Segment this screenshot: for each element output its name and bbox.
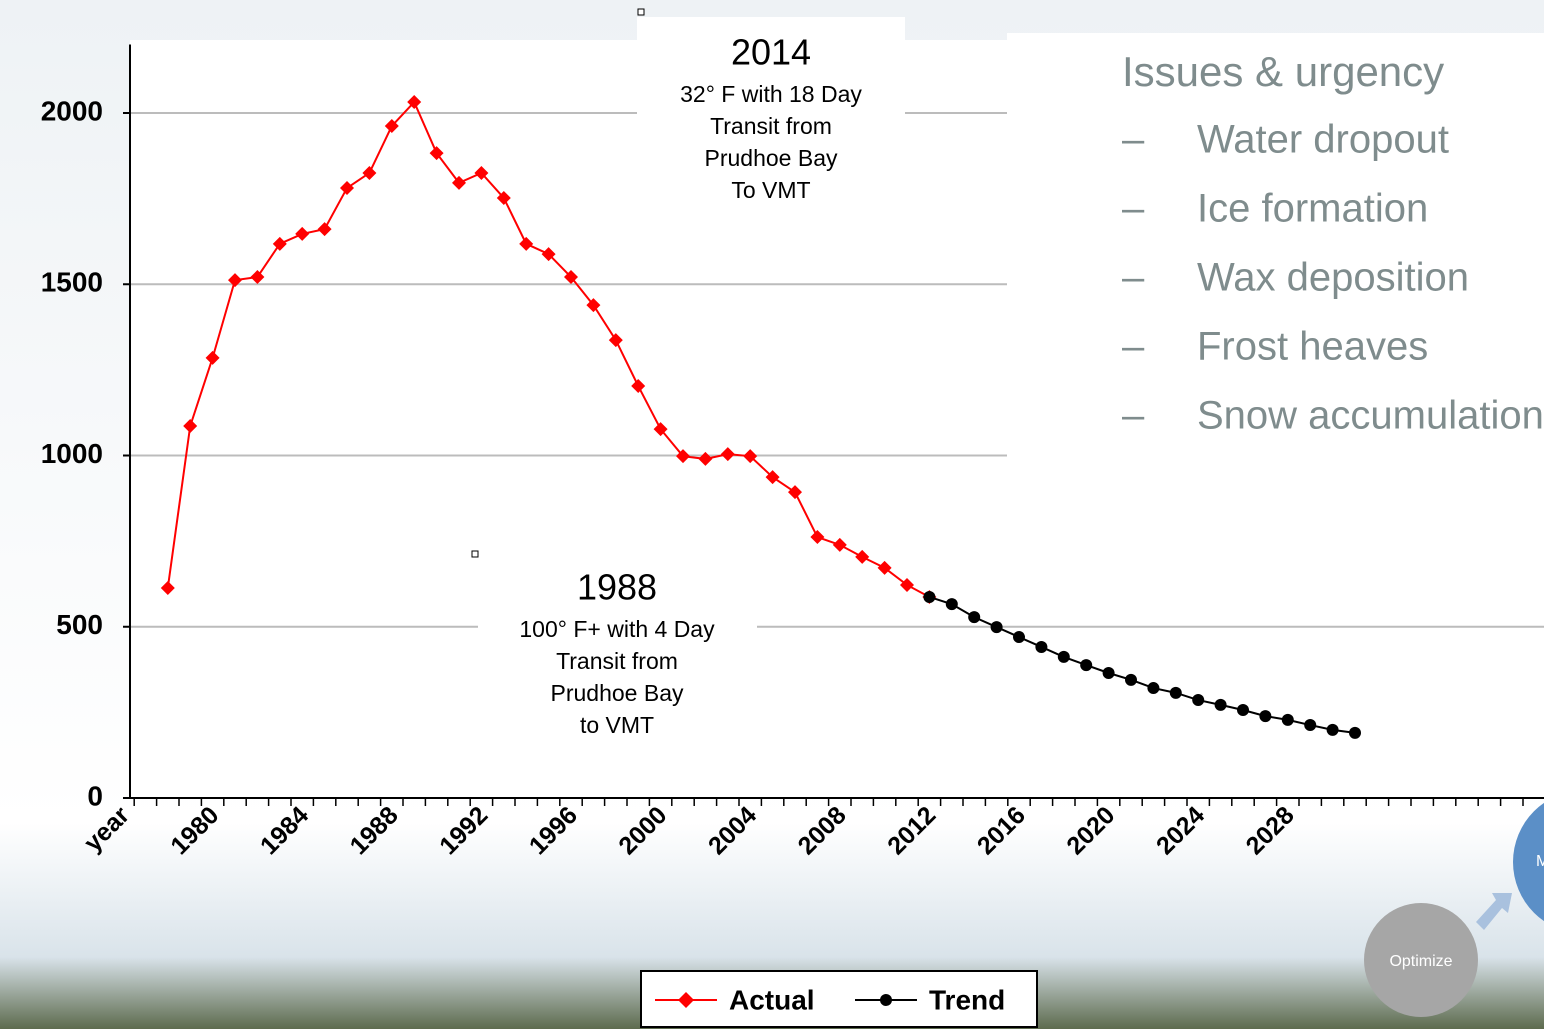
list-item: Ice formation	[1197, 187, 1428, 231]
list-item: Frost heaves	[1197, 325, 1428, 369]
annotation-text: to VMT	[580, 712, 654, 738]
legend-marker	[880, 994, 892, 1006]
annotation-title: 1988	[577, 567, 657, 608]
y-tick-label: 500	[56, 609, 103, 640]
marker	[1192, 694, 1204, 706]
annotation-text: Transit from	[710, 113, 832, 139]
marker	[1215, 699, 1227, 711]
marker	[1013, 631, 1025, 643]
y-tick-label: 0	[87, 780, 103, 811]
handle	[638, 9, 644, 15]
marker	[1058, 651, 1070, 663]
annotation-text: To VMT	[731, 177, 810, 203]
marker	[1125, 674, 1137, 686]
handle	[472, 551, 478, 557]
step-label: M	[1536, 853, 1544, 870]
annotation-text: Prudhoe Bay	[705, 145, 838, 171]
page: 0500100015002000year19801984198819921996…	[0, 0, 1544, 1029]
marker	[946, 598, 958, 610]
annotation-text: Transit from	[556, 648, 678, 674]
bullet: –	[1122, 325, 1145, 369]
y-tick-label: 2000	[41, 95, 103, 126]
marker	[968, 611, 980, 623]
marker	[923, 591, 935, 603]
heading: Issues & urgency	[1122, 48, 1444, 95]
marker	[1103, 667, 1115, 679]
marker	[1282, 714, 1294, 726]
list-item: Wax deposition	[1197, 256, 1469, 300]
slide: 0500100015002000year19801984198819921996…	[0, 0, 1544, 1029]
marker	[1237, 704, 1249, 716]
marker	[1147, 682, 1159, 694]
y-tick-label: 1000	[41, 438, 103, 469]
list-item: Snow accumulation	[1197, 394, 1544, 438]
bullet: –	[1122, 187, 1145, 231]
bullet: –	[1122, 256, 1145, 300]
annotation-title: 2014	[731, 32, 811, 73]
marker	[1259, 710, 1271, 722]
annotation-text: 100° F+ with 4 Day	[519, 616, 715, 642]
annotation-text: Prudhoe Bay	[551, 680, 684, 706]
marker	[1349, 727, 1361, 739]
bullet: –	[1122, 394, 1145, 438]
annotation-text: 32° F with 18 Day	[680, 81, 862, 107]
bullet: –	[1122, 118, 1145, 162]
legend-label: Trend	[929, 984, 1005, 1015]
marker	[1170, 687, 1182, 699]
list-item: Water dropout	[1197, 118, 1449, 162]
marker	[1035, 641, 1047, 653]
legend-label: Actual	[729, 984, 815, 1015]
marker	[1327, 724, 1339, 736]
marker	[1304, 719, 1316, 731]
marker	[991, 621, 1003, 633]
y-tick-label: 1500	[41, 267, 103, 298]
step-label: Optimize	[1389, 953, 1452, 970]
marker	[1080, 659, 1092, 671]
